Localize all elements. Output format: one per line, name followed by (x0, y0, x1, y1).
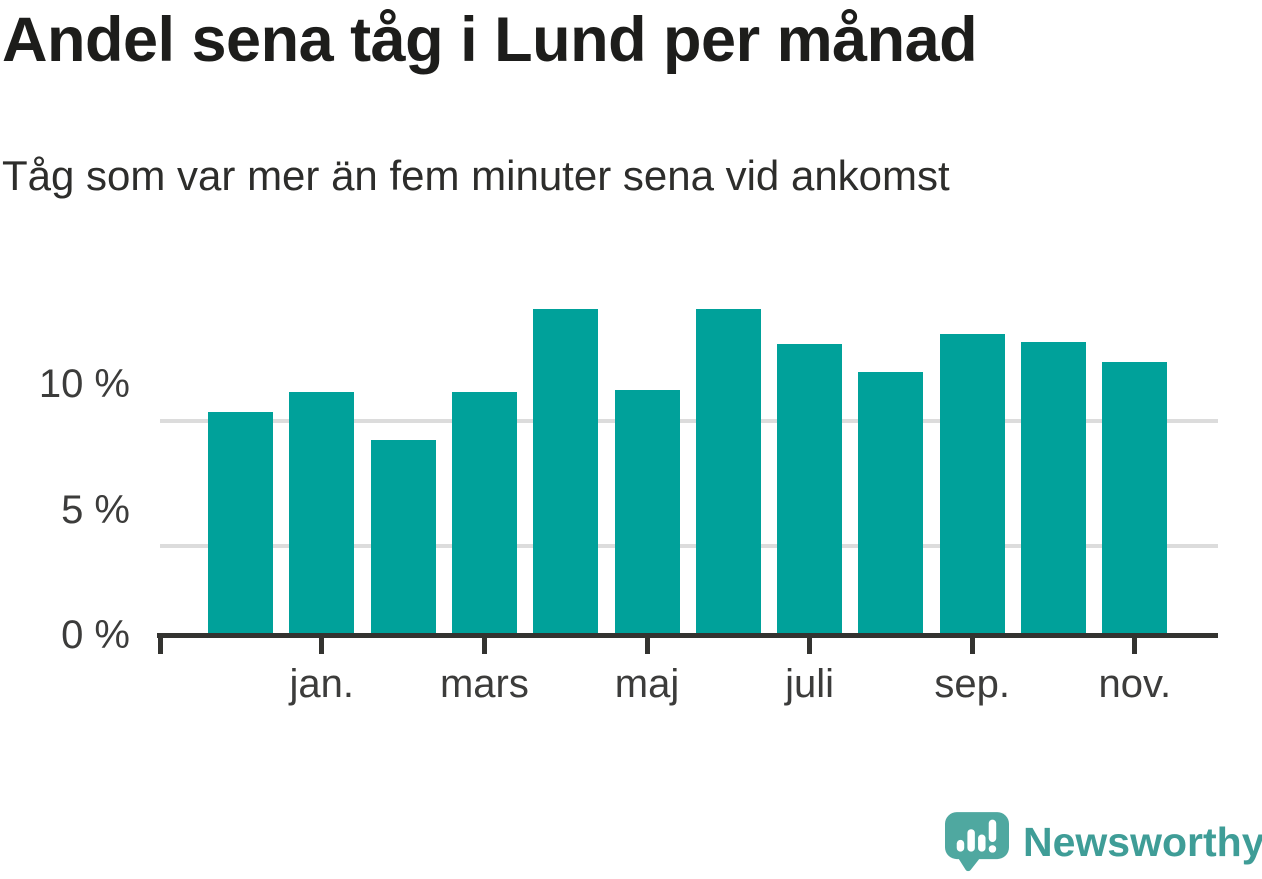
x-axis-tick (969, 637, 975, 654)
x-axis-tick (644, 637, 650, 654)
x-axis-label: jan. (289, 662, 355, 706)
newsworthy-logo-icon (945, 812, 1009, 872)
gridline (160, 544, 1218, 548)
x-axis-tick (481, 637, 487, 654)
y-axis-label: 5 % (61, 487, 130, 532)
bar-juni (695, 309, 761, 633)
bar-maj (614, 389, 680, 633)
x-axis-label: maj (614, 662, 680, 706)
bar-okt (1021, 341, 1086, 633)
x-axis-line (157, 633, 1218, 638)
x-axis-label: nov. (1098, 662, 1172, 706)
x-axis-label: sep. (934, 662, 1010, 706)
gridline (160, 418, 1218, 423)
chart-title: Andel sena tåg i Lund per månad (2, 5, 978, 75)
x-axis-tick (807, 637, 813, 654)
y-axis-label: 10 % (38, 362, 130, 406)
y-axis-label: 0 % (61, 613, 130, 657)
x-axis-tick (157, 637, 163, 654)
bar-feb (370, 439, 436, 633)
bar-dec (208, 412, 273, 633)
x-axis-tick (319, 637, 325, 654)
x-axis-label: mars (439, 662, 529, 706)
chart-subtitle: Tåg som var mer än fem minuter sena vid … (2, 152, 950, 199)
bar-juli (777, 344, 843, 633)
x-axis-label: juli (785, 662, 835, 706)
bar-sep (939, 334, 1005, 633)
bar-jan (289, 392, 355, 633)
brand-footer: Newsworthy (945, 810, 1262, 874)
bar-apr (533, 309, 599, 633)
plot-area (160, 295, 1218, 633)
bar-mars (451, 392, 517, 633)
brand-name: Newsworthy (1023, 818, 1262, 865)
bar-nov (1102, 361, 1168, 633)
bar-aug (858, 371, 924, 633)
x-axis-tick (1132, 637, 1138, 654)
